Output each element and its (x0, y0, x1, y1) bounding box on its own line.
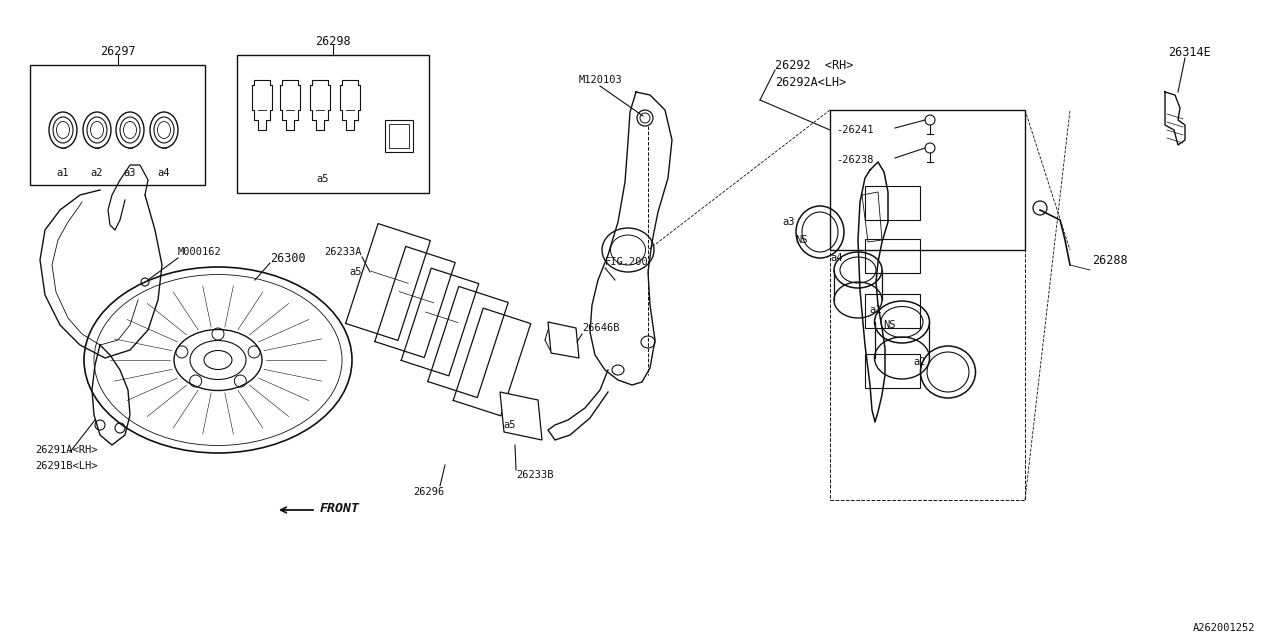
Text: 26291A<RH>: 26291A<RH> (35, 445, 97, 455)
Bar (865, 239, 920, 273)
Text: a3: a3 (124, 168, 136, 178)
Text: 26300: 26300 (270, 252, 306, 264)
Polygon shape (548, 322, 579, 358)
Bar (829, 110, 1025, 500)
Text: 26298: 26298 (315, 35, 351, 47)
Text: a5: a5 (503, 420, 516, 430)
Text: 26233A: 26233A (325, 247, 362, 257)
Text: 26296: 26296 (413, 487, 444, 497)
Text: a5: a5 (349, 267, 362, 277)
Bar (865, 354, 920, 388)
Text: 26646B: 26646B (582, 323, 620, 333)
Text: 26297: 26297 (100, 45, 136, 58)
Text: -26241: -26241 (836, 125, 873, 135)
Text: A262001252: A262001252 (1193, 623, 1254, 633)
Text: a4: a4 (831, 253, 844, 263)
Text: a3: a3 (782, 217, 795, 227)
Text: FIG.200: FIG.200 (605, 257, 649, 267)
Bar (29, 65, 205, 185)
Bar (865, 294, 920, 328)
Text: a5: a5 (316, 174, 329, 184)
Text: a1: a1 (869, 305, 882, 315)
Text: 26314E: 26314E (1169, 45, 1211, 58)
Text: 26292A<LH>: 26292A<LH> (774, 76, 846, 88)
Text: -26238: -26238 (836, 155, 873, 165)
Text: a2: a2 (91, 168, 104, 178)
Text: NS: NS (883, 320, 896, 330)
Text: a1: a1 (56, 168, 69, 178)
Text: M120103: M120103 (579, 75, 622, 85)
Text: FRONT: FRONT (320, 502, 360, 515)
Text: M000162: M000162 (178, 247, 221, 257)
Bar (865, 186, 920, 220)
Bar (829, 110, 1025, 250)
Text: 26292  <RH>: 26292 <RH> (774, 58, 854, 72)
Polygon shape (500, 392, 541, 440)
Bar (385, 120, 413, 152)
Text: a4: a4 (157, 168, 170, 178)
Text: 26233B: 26233B (516, 470, 553, 480)
Bar (389, 124, 410, 148)
Text: NS: NS (795, 235, 808, 245)
Bar (237, 55, 429, 193)
Text: 26288: 26288 (1092, 253, 1128, 266)
Text: 26291B<LH>: 26291B<LH> (35, 461, 97, 471)
Text: a2: a2 (914, 357, 925, 367)
